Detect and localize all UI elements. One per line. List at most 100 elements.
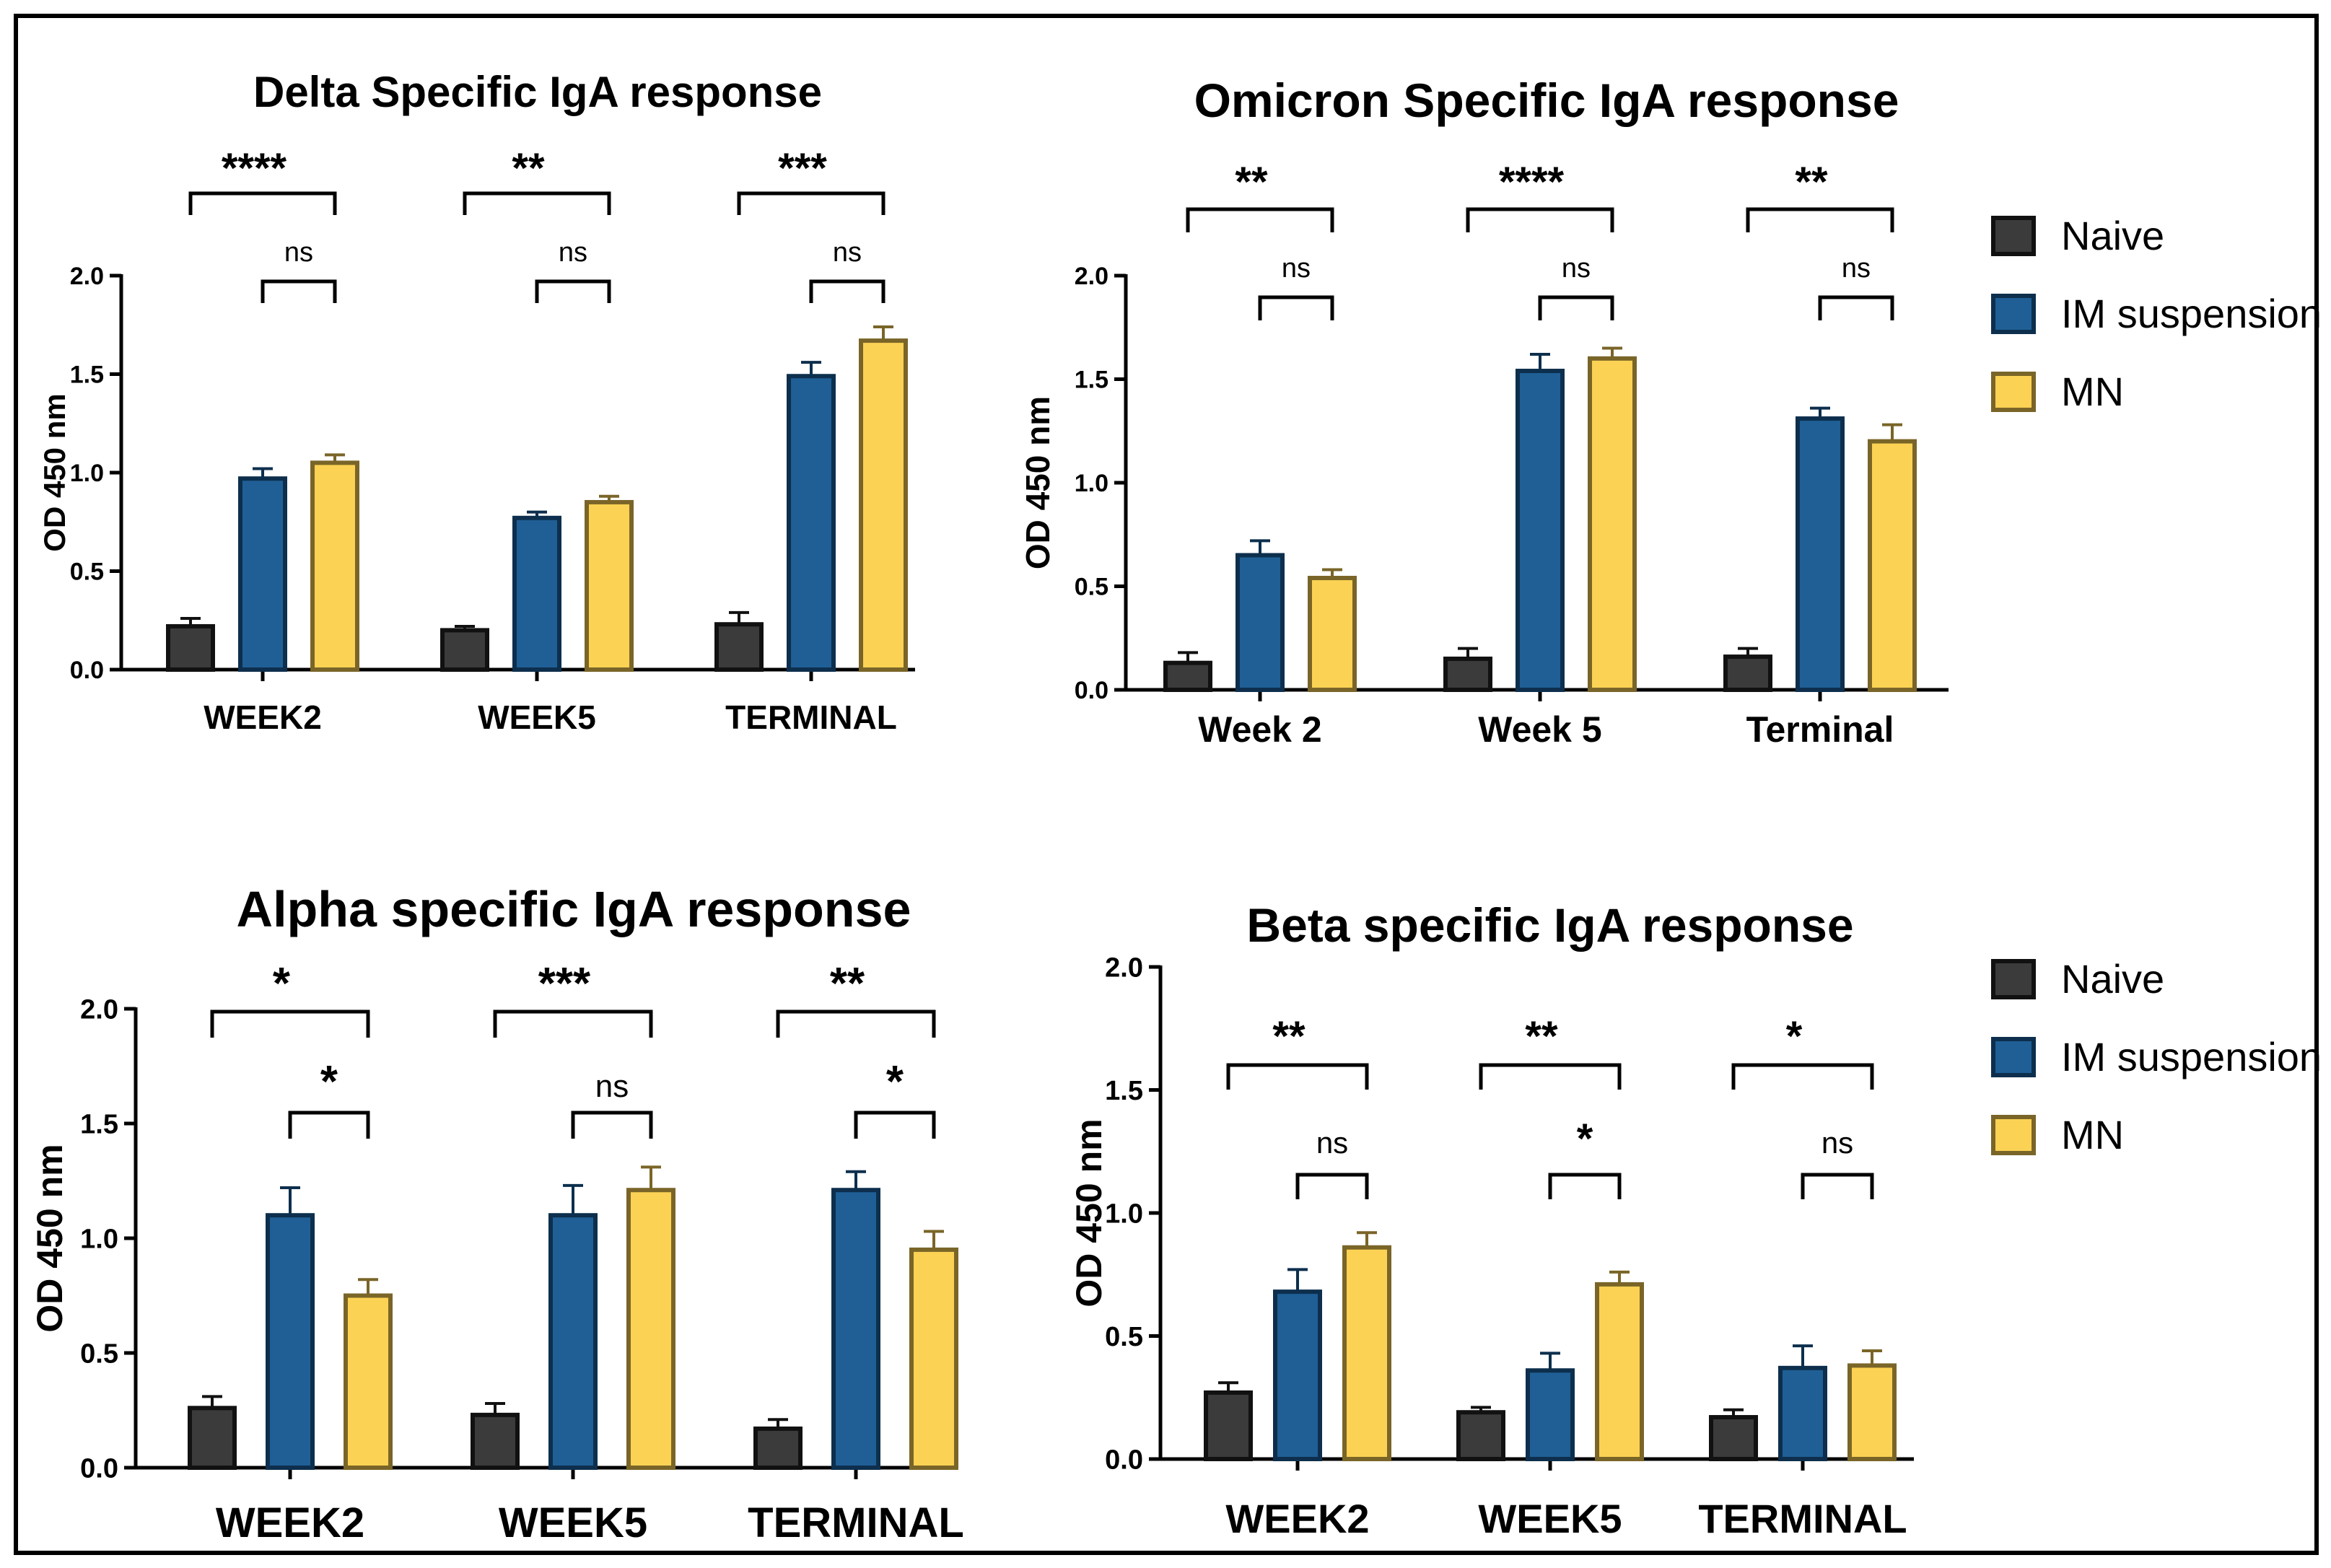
legend-swatch-naive	[1991, 216, 2036, 256]
y-tick-label: 2.0	[70, 263, 104, 290]
y-tick-label: 2.0	[1105, 953, 1143, 984]
sig-bracket-lower	[535, 279, 611, 303]
sig-label-upper: **	[1795, 159, 1828, 206]
bar	[1456, 1410, 1505, 1461]
sig-label-upper: **	[830, 959, 865, 1009]
sig-bracket-lower	[571, 1111, 653, 1139]
x-tick-label: Week 5	[1478, 709, 1601, 750]
legend-label-naive: Naive	[2061, 213, 2164, 258]
bar	[1443, 656, 1492, 693]
legend-swatch-mn	[1991, 1115, 2036, 1155]
x-tick-label: TERMINAL	[725, 698, 897, 736]
bar	[909, 1247, 958, 1471]
bar	[471, 1412, 520, 1470]
sig-bracket-upper	[1731, 1063, 1874, 1090]
sig-bracket-upper	[210, 1009, 370, 1038]
y-tick-label: 1.0	[80, 1225, 118, 1255]
panel-delta: Delta Specific IgA response 0.0 0.5 1.0 1.5…	[38, 68, 915, 736]
sig-label-lower: ns	[559, 237, 587, 268]
sig-label-upper: **	[512, 145, 545, 192]
bar	[1236, 553, 1285, 693]
x-tick-label: Week 2	[1198, 709, 1321, 750]
sig-bracket-upper	[493, 1009, 653, 1038]
y-axis-label: OD 450 nm	[38, 393, 71, 551]
sig-bracket-lower	[1258, 295, 1334, 320]
panel-beta: Beta specific IgA response 0.0 0.5 1.0 1.5 2…	[1069, 898, 1914, 1541]
bar	[585, 499, 634, 673]
bar	[1778, 1365, 1827, 1461]
y-tick-label: 1.5	[1105, 1076, 1143, 1106]
y-tick-label: 1.5	[1075, 367, 1108, 394]
sig-bracket-upper	[1186, 207, 1334, 232]
x-tick-label: WEEK5	[478, 698, 596, 736]
sig-bracket-upper	[737, 191, 885, 215]
panel-omicron: Omicron Specific IgA response 0.0 0.5 1.0 1…	[1019, 74, 1949, 750]
bar	[1273, 1289, 1322, 1461]
bar	[188, 1406, 237, 1470]
bar	[1868, 439, 1917, 692]
bar	[1796, 416, 1845, 693]
sig-label-upper: ****	[222, 145, 287, 192]
bar	[344, 1293, 393, 1470]
bar	[548, 1213, 598, 1470]
y-tick-label: 0.5	[1105, 1322, 1143, 1352]
y-axis-label: OD 450 nm	[1019, 396, 1057, 569]
bar	[1595, 1282, 1644, 1462]
bar	[238, 476, 287, 672]
bar	[753, 1426, 802, 1470]
y-axis-label: OD 450 nm	[1069, 1118, 1109, 1307]
bar	[859, 338, 908, 672]
sig-label-upper: **	[1525, 1013, 1558, 1060]
y-tick-label: 1.5	[70, 362, 104, 389]
legend-swatch-im	[1991, 294, 2036, 334]
sig-label-upper: *	[273, 959, 291, 1009]
x-tick-label: WEEK5	[1478, 1496, 1622, 1541]
sig-label-lower: ns	[595, 1069, 629, 1104]
legend-bottom: Naive IM suspension MN	[1991, 956, 2322, 1157]
sig-label-upper: ****	[1499, 159, 1565, 206]
y-tick-label: 0.0	[80, 1454, 118, 1484]
y-tick-label: 2.0	[1075, 263, 1108, 290]
sig-bracket-lower	[1538, 295, 1614, 320]
y-tick-label: 1.0	[70, 460, 104, 487]
sig-label-upper: ***	[778, 145, 827, 192]
x-tick-label: TERMINAL	[748, 1499, 964, 1546]
sig-label-lower: ns	[1821, 1126, 1853, 1160]
sig-label-lower: *	[320, 1057, 338, 1107]
sig-bracket-upper	[1226, 1063, 1369, 1090]
y-tick-label: 1.0	[1075, 470, 1108, 497]
panel-alpha: Alpha specific IgA response 0.0 0.5 1.0 1.5…	[30, 881, 964, 1546]
sig-label-lower: *	[1577, 1116, 1593, 1162]
sig-bracket-upper	[1466, 207, 1614, 232]
sig-bracket-lower	[1818, 295, 1894, 320]
x-tick-label: WEEK2	[204, 698, 322, 736]
bar	[166, 623, 215, 673]
bar	[1847, 1363, 1897, 1462]
bar	[1588, 356, 1637, 692]
sig-bracket-lower	[854, 1111, 936, 1139]
x-tick-label: WEEK2	[1225, 1496, 1369, 1541]
legend-label-im: IM suspension	[2061, 1034, 2322, 1079]
sig-label-upper: *	[1786, 1013, 1803, 1060]
bar	[1342, 1245, 1391, 1461]
sig-bracket-lower	[1548, 1173, 1622, 1199]
x-tick-label: TERMINAL	[1698, 1496, 1907, 1541]
sig-bracket-lower	[1801, 1173, 1874, 1199]
legend-top: Naive IM suspension MN	[1991, 213, 2322, 414]
bar	[1163, 660, 1212, 693]
bar	[310, 460, 359, 672]
bar	[1308, 576, 1357, 693]
bar	[512, 515, 561, 672]
bar	[831, 1188, 880, 1470]
sig-bracket-lower	[809, 279, 885, 303]
x-tick-label: WEEK5	[499, 1499, 647, 1546]
sig-label-upper: ***	[538, 959, 591, 1009]
figure-border	[14, 14, 2319, 1555]
sig-label-lower: ns	[284, 237, 313, 268]
y-tick-label: 0.0	[1075, 677, 1108, 704]
sig-label-upper: **	[1235, 159, 1268, 206]
bar	[1526, 1368, 1575, 1461]
sig-label-lower: ns	[1282, 253, 1311, 284]
sig-label-lower: ns	[1316, 1126, 1348, 1160]
y-tick-label: 0.5	[80, 1339, 118, 1370]
